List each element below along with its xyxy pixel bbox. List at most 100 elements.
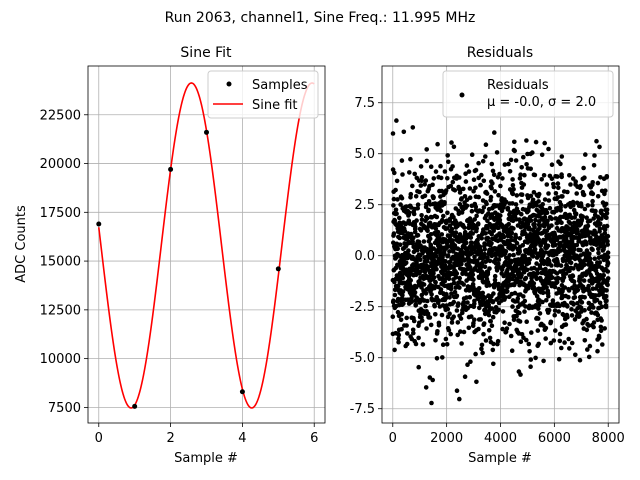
residual-point [453, 275, 459, 280]
residual-point [482, 295, 488, 301]
residual-point [448, 183, 454, 189]
residual-point [559, 174, 564, 180]
residuals-xtick-label: 0 [389, 431, 397, 446]
residual-point [518, 172, 523, 177]
residual-point [537, 265, 543, 271]
residual-point [443, 336, 449, 342]
residual-point [527, 349, 532, 354]
residual-point [454, 308, 460, 313]
residual-point [455, 332, 461, 338]
residual-point [605, 242, 610, 247]
residual-point [433, 312, 438, 317]
sine-fit-legend-box [207, 70, 319, 119]
residual-point [491, 172, 497, 178]
residual-point [438, 163, 443, 169]
residual-point [439, 188, 445, 194]
residual-point [578, 277, 583, 283]
residual-point [447, 295, 452, 300]
residual-point [508, 157, 514, 163]
residual-point [410, 183, 415, 189]
legend-marker-residuals [459, 92, 465, 98]
residual-point [410, 235, 416, 240]
residual-point [578, 247, 583, 253]
residual-point [472, 254, 477, 260]
residual-point [467, 186, 473, 191]
residual-point [542, 214, 548, 220]
residual-point [518, 339, 524, 345]
residual-point [558, 240, 563, 246]
residual-point [492, 130, 497, 135]
residual-point [404, 204, 409, 209]
residual-point [424, 326, 429, 331]
residual-point [475, 237, 480, 243]
residuals-xtick-label: 2000 [430, 431, 463, 446]
residual-point [505, 289, 510, 294]
sine-fit-ytick-label: 22500 [40, 108, 81, 123]
residual-point [555, 174, 560, 179]
residual-point [447, 311, 452, 317]
residual-point [506, 161, 511, 167]
residual-point [395, 197, 400, 202]
residuals-ytick-label: 5.0 [354, 147, 375, 162]
residuals-xlabel: Sample # [468, 451, 532, 466]
residual-point [557, 338, 563, 344]
residual-point [510, 177, 515, 182]
residual-point [459, 196, 465, 201]
sine-fit-xlabel: Sample # [174, 451, 238, 466]
legend-label-residuals: Residuals [487, 78, 549, 93]
residual-point [430, 182, 435, 188]
residual-point [419, 217, 425, 222]
residual-point [591, 163, 597, 168]
residual-point [404, 323, 409, 328]
residual-point [449, 320, 455, 325]
residual-point [489, 231, 495, 237]
residual-point [424, 202, 429, 207]
residual-point [602, 244, 607, 249]
residual-point [536, 191, 542, 197]
residual-point [400, 172, 405, 177]
residual-point [536, 306, 541, 311]
residual-point [477, 305, 482, 311]
residual-point [395, 246, 401, 252]
residual-point [536, 222, 542, 228]
residual-point [415, 202, 421, 207]
residual-point [605, 239, 610, 244]
residual-point [479, 172, 484, 178]
residual-point [485, 218, 490, 224]
residual-point [474, 379, 479, 385]
residual-point [535, 316, 541, 321]
residual-point [442, 200, 447, 205]
residual-point [486, 328, 492, 333]
residual-point [424, 216, 430, 221]
residual-point [603, 201, 609, 207]
residuals-legend-box [442, 70, 614, 118]
residual-point [509, 237, 514, 243]
residual-point [530, 150, 535, 155]
residual-point [432, 303, 438, 309]
residual-point [478, 182, 483, 188]
residual-point [464, 240, 469, 246]
residual-point [571, 279, 577, 284]
residual-point [480, 350, 485, 356]
residual-point [584, 316, 589, 322]
residual-point [496, 307, 502, 313]
residual-point [444, 342, 450, 347]
residual-point [599, 304, 605, 310]
residual-point [587, 251, 592, 257]
residual-point [406, 248, 411, 253]
residual-point [539, 152, 545, 158]
residual-point [431, 194, 436, 200]
residual-point [450, 164, 455, 169]
residual-point [449, 226, 455, 232]
residual-point [567, 346, 572, 351]
residual-point [461, 299, 467, 305]
residual-point [556, 356, 562, 362]
residual-point [461, 282, 467, 287]
residual-point [555, 275, 561, 281]
residual-point [423, 178, 429, 183]
legend-label-sine-fit: Sine fit [252, 98, 298, 113]
residual-point [485, 235, 491, 241]
residual-point [528, 218, 534, 223]
residual-point [420, 342, 426, 347]
residual-point [480, 158, 486, 164]
